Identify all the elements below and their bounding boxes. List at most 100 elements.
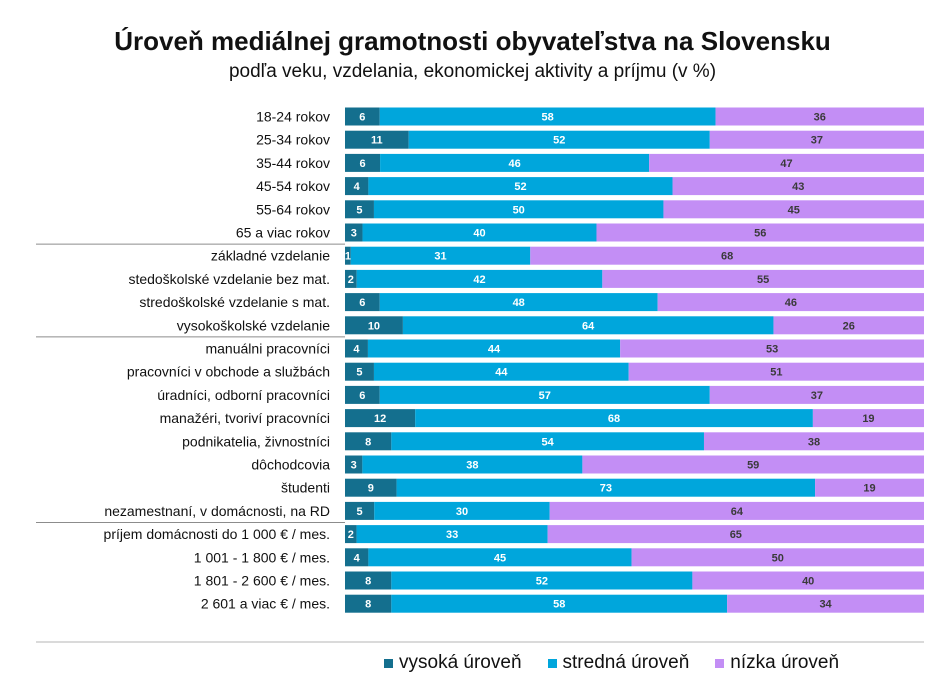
bar-segment [345,362,374,381]
bar-segment [402,316,774,335]
data-label: 4 [353,344,360,356]
bar-segment [692,571,924,590]
legend-label: stredná úroveň [562,652,690,673]
bar-segment [530,246,924,265]
data-label: 37 [811,390,823,402]
bar-segment [350,246,531,265]
bar-segment [773,316,924,335]
bar-segment [345,130,409,149]
legend-swatch [547,658,557,668]
bar-segment [391,571,693,590]
category-label: 35-44 rokov [256,155,330,171]
data-label: 4 [354,181,361,193]
category-label: manažéri, tvoriví pracovníci [160,410,330,426]
data-label: 52 [553,135,565,147]
data-label: 40 [802,576,814,588]
data-label: 55 [757,274,769,286]
data-label: 73 [600,483,612,495]
bar-segment [345,478,397,497]
bar-segment [582,455,924,474]
data-label: 5 [357,506,363,518]
bar-segment [362,455,583,474]
data-label: 68 [608,413,620,425]
data-label: 11 [371,135,383,147]
data-label: 46 [785,297,797,309]
bar-segment [596,223,924,242]
bar-segment [345,107,380,126]
data-label: 64 [582,320,595,332]
bar-segment [345,339,368,358]
data-label: 47 [780,158,792,170]
bar-segment [380,153,650,172]
data-label: 38 [466,460,478,472]
bar-segment [345,501,375,520]
bar-segment [709,385,924,404]
bar-segment [356,269,603,288]
bar-segment [415,409,813,428]
data-label: 6 [359,112,365,124]
bar-segment [408,130,710,149]
data-label: 58 [553,599,565,611]
legend-item: nízka úroveň [715,652,839,674]
bar-segment [547,525,924,544]
data-label: 48 [513,297,525,309]
bar-segment [345,432,392,451]
data-label: 56 [754,228,766,240]
data-label: 6 [359,390,365,402]
bar-segment [345,571,392,590]
bar-segment [379,385,710,404]
chart-legend: vysoká úroveň stredná úroveň nízka úroveň [384,651,865,675]
bar-segment [374,501,550,520]
bar-segment [396,478,816,497]
data-label: 50 [772,552,784,564]
bar-segment [368,177,673,196]
category-label: študenti [281,480,330,496]
bar-segment [345,177,369,196]
data-label: 2 [348,274,354,286]
category-label: 65 a viac rokov [236,225,330,241]
category-label: pracovníci v obchode a službách [127,364,330,380]
data-label: 58 [542,112,554,124]
data-label: 51 [770,367,782,379]
bar-segment [727,594,924,613]
data-label: 2 [348,529,354,541]
data-label: 42 [473,274,485,286]
data-label: 26 [843,320,855,332]
category-label: stredoškolské vzdelanie s mat. [139,294,330,310]
data-label: 38 [808,436,820,448]
data-label: 1 [345,251,351,263]
category-label: 55-64 rokov [256,201,330,217]
bar-segment [703,432,924,451]
data-label: 64 [731,506,744,518]
chart-subtitle: podľa veku, vzdelania, ekonomickej aktiv… [228,61,717,82]
category-label: stedoškolské vzdelanie bez mat. [128,271,330,287]
data-label: 5 [356,204,362,216]
category-label: 2 601 a viac € / mes. [201,596,330,612]
bar-segment [373,362,629,381]
category-label: 25-34 rokov [256,132,330,148]
category-label: príjem domácnosti do 1 000 € / mes. [104,526,330,542]
data-label: 44 [495,367,508,379]
bar-segment [368,548,632,567]
bar-segment [391,432,704,451]
data-label: 34 [819,599,832,611]
data-label: 52 [514,181,526,193]
data-label: 68 [721,251,733,263]
bar-segment [345,316,403,335]
data-label: 45 [494,552,506,564]
bar-segment [549,501,924,520]
bar-segment [345,200,374,219]
bar-segment [602,269,924,288]
bar-segment [362,223,597,242]
data-label: 10 [368,320,380,332]
category-label: podnikatelia, živnostníci [182,433,330,449]
data-label: 40 [473,228,485,240]
category-label: 1 001 - 1 800 € / mes. [194,549,330,565]
bar-segment [345,455,363,474]
data-label: 8 [365,599,371,611]
data-label: 50 [513,204,525,216]
bar-segment [345,594,392,613]
bar-segment [391,594,728,613]
bar-segment [345,385,380,404]
